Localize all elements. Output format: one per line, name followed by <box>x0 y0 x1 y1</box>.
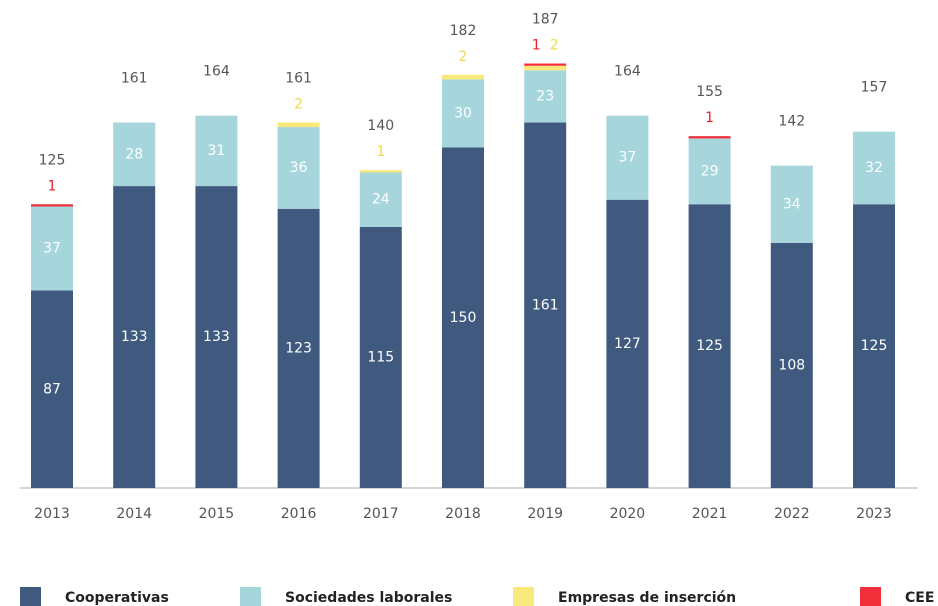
total-label: 161 <box>121 71 148 87</box>
bar-segment <box>277 122 320 128</box>
legend-swatch <box>513 587 534 606</box>
value-label: 30 <box>454 105 472 121</box>
total-label: 164 <box>203 64 230 80</box>
value-label: 1 <box>48 178 57 194</box>
bar-segment <box>113 186 156 488</box>
value-label: 37 <box>43 241 61 257</box>
legend-swatch <box>860 587 881 606</box>
total-label: 182 <box>450 23 477 39</box>
bar-segment <box>113 122 156 187</box>
value-label: 125 <box>696 338 723 354</box>
value-label: 31 <box>207 143 225 159</box>
x-tick-label: 2022 <box>774 506 810 522</box>
x-tick-label: 2017 <box>363 506 399 522</box>
bar-segment <box>688 138 731 205</box>
x-tick-label: 2021 <box>692 506 728 522</box>
x-tick-label: 2020 <box>610 506 646 522</box>
value-label: 133 <box>203 329 230 345</box>
bar-segment <box>359 170 402 173</box>
total-label: 142 <box>778 114 805 130</box>
x-tick-label: 2015 <box>199 506 235 522</box>
bar-segment <box>277 208 320 489</box>
value-label: 23 <box>536 88 554 104</box>
bar-segment <box>195 186 238 488</box>
x-tick-label: 2019 <box>527 506 563 522</box>
bar-segment <box>31 204 73 207</box>
value-label: 125 <box>861 338 888 354</box>
value-label: 2 <box>294 97 303 113</box>
value-label: 115 <box>367 349 394 365</box>
bar-segment <box>277 127 320 209</box>
legend-label: Cooperativas <box>65 590 169 606</box>
bar-segment <box>853 131 895 205</box>
bar-segment <box>688 136 731 139</box>
value-label: 108 <box>778 357 805 373</box>
bar-segment <box>770 242 813 488</box>
value-label: 123 <box>285 340 312 356</box>
x-tick-label: 2013 <box>34 506 70 522</box>
bar-segment <box>524 63 567 66</box>
bar-segment <box>524 70 567 123</box>
value-label: 32 <box>865 160 883 176</box>
value-label: 29 <box>701 163 719 179</box>
bar-segment <box>688 204 731 488</box>
bar-segment <box>524 122 567 488</box>
total-label: 164 <box>614 64 641 80</box>
bar-segment <box>359 172 402 227</box>
x-tick-label: 2018 <box>445 506 481 522</box>
total-label: 161 <box>285 71 312 87</box>
legend-label: Empresas de inserción <box>558 590 736 606</box>
bar-segment <box>442 74 484 80</box>
value-label: 1 <box>376 144 385 160</box>
total-label: 155 <box>696 84 723 100</box>
value-label: 87 <box>43 381 61 397</box>
bar-segment <box>442 79 484 148</box>
x-tick-label: 2014 <box>116 506 152 522</box>
value-label: 1 <box>705 110 714 126</box>
value-label: 28 <box>125 146 143 162</box>
value-label: 34 <box>783 196 801 212</box>
total-label: 187 <box>532 12 559 28</box>
bar-segment <box>359 226 402 488</box>
value-label: 161 <box>532 297 559 313</box>
value-label: 24 <box>372 192 390 208</box>
x-tick-label: 2016 <box>281 506 317 522</box>
total-label: 157 <box>861 80 888 96</box>
value-label: 133 <box>121 329 148 345</box>
value-label: 150 <box>450 310 477 326</box>
bar-segment <box>442 147 484 488</box>
value-label: 127 <box>614 336 641 352</box>
bar-segment <box>31 290 73 488</box>
bar-segment <box>524 65 567 71</box>
total-label: 140 <box>367 118 394 134</box>
legend-swatch <box>20 587 41 606</box>
total-label: 125 <box>39 152 66 168</box>
value-label: 2 <box>550 38 559 54</box>
legend-label: CEE <box>905 590 934 606</box>
bar-segment <box>606 199 649 488</box>
legend-swatch <box>240 587 261 606</box>
bar-segment <box>31 206 73 291</box>
bar-segment <box>195 115 238 187</box>
bar-segment <box>853 204 895 488</box>
value-label: 37 <box>618 150 636 166</box>
legend-label: Sociedades laborales <box>285 590 452 606</box>
bar-segment <box>770 165 813 243</box>
x-tick-label: 2023 <box>856 506 892 522</box>
bar-segment <box>606 115 649 200</box>
value-label: 1 <box>532 38 541 54</box>
value-label: 2 <box>459 49 468 65</box>
value-label: 36 <box>290 160 308 176</box>
